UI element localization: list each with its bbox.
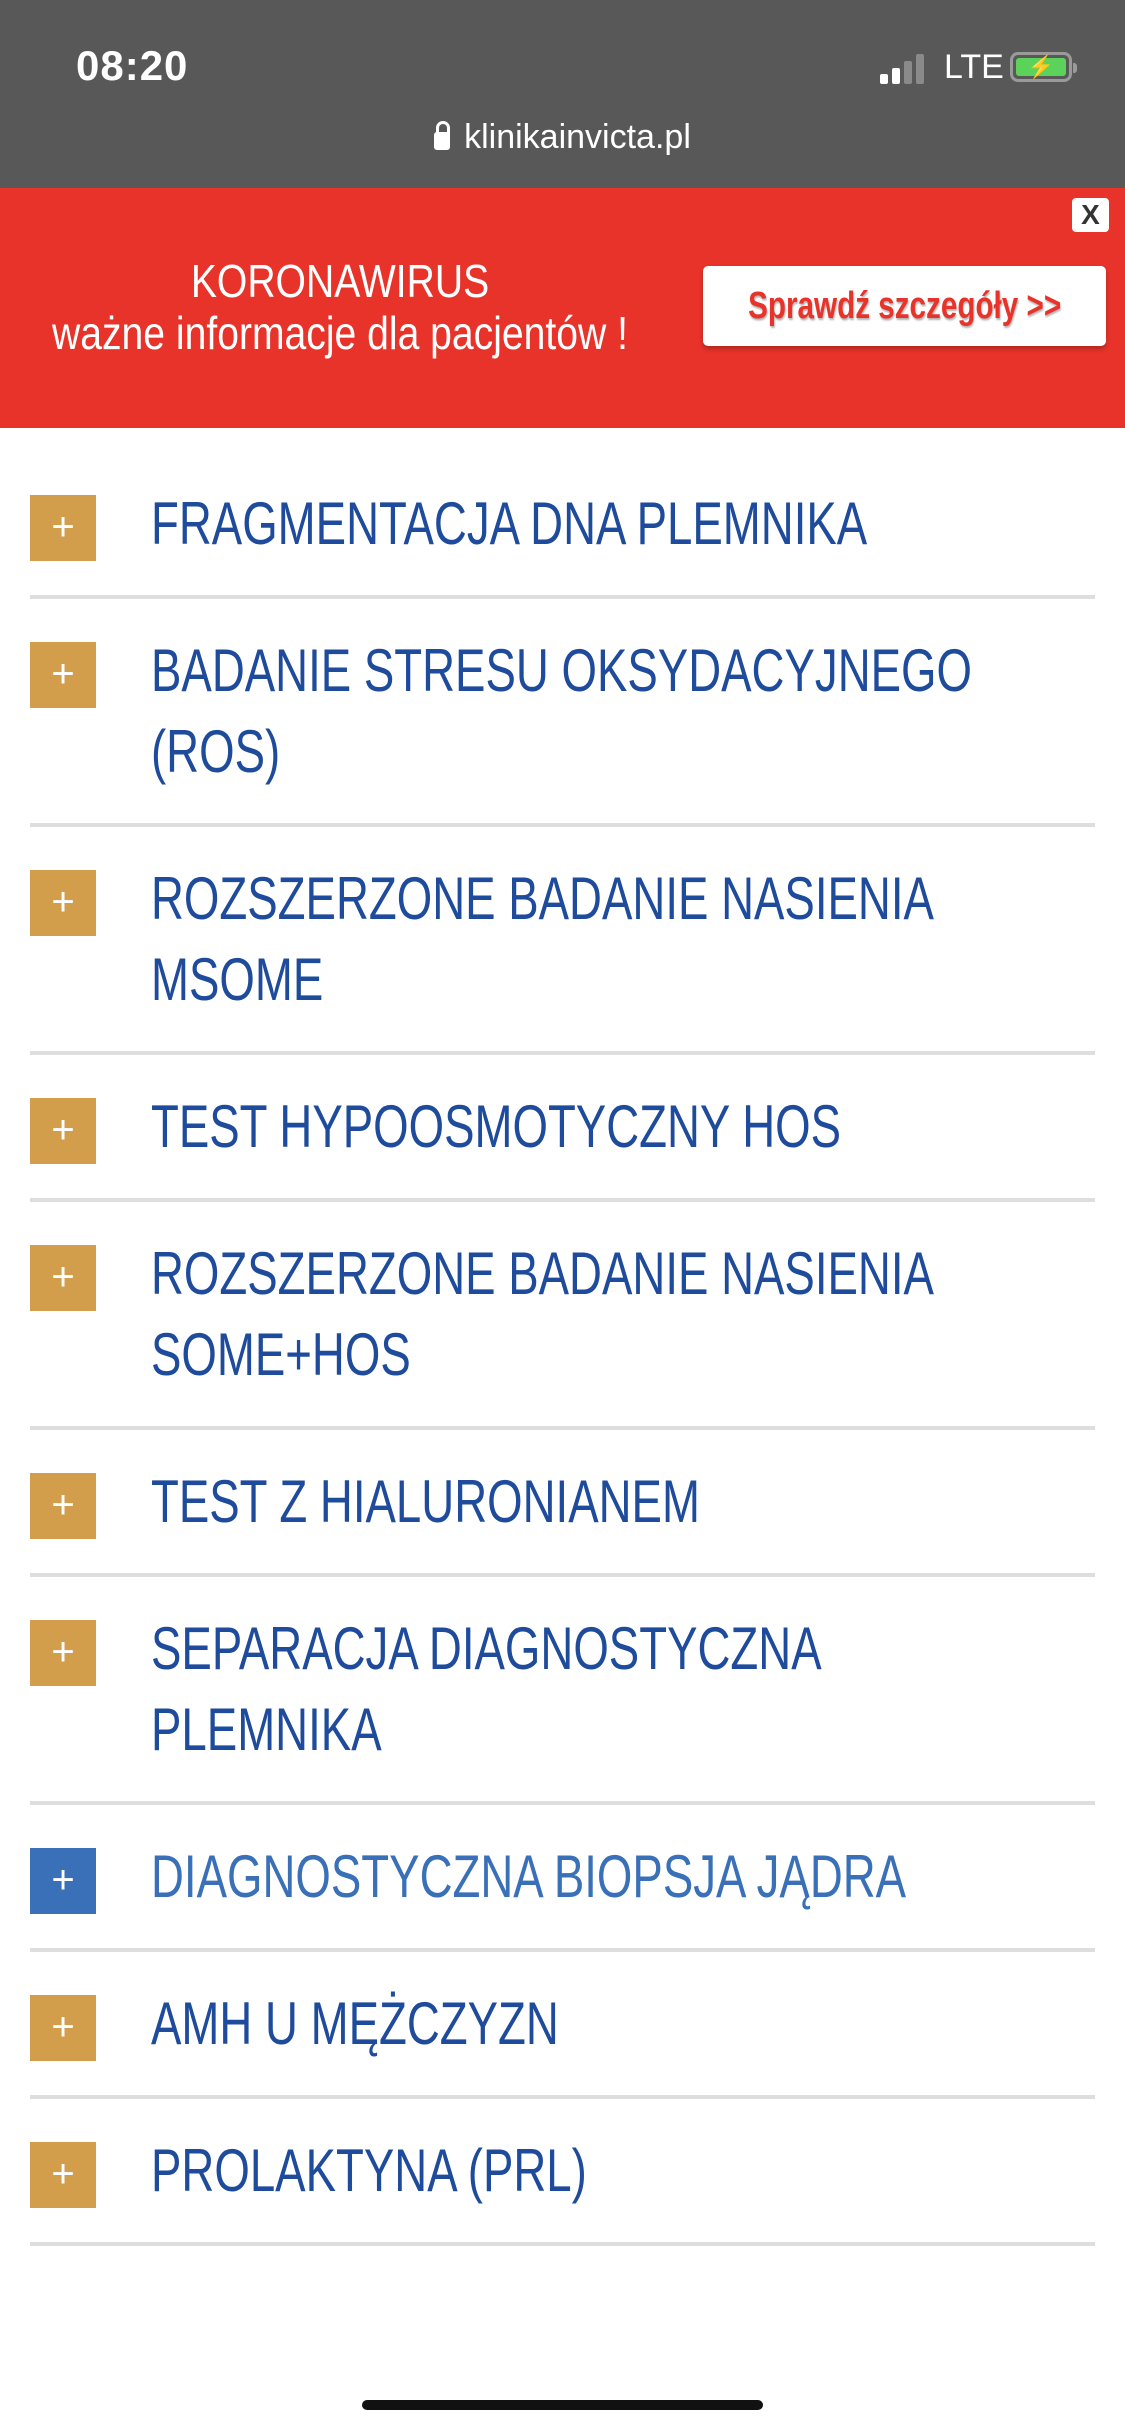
signal-icon bbox=[880, 52, 924, 84]
accordion-item[interactable]: + PROLAKTYNA (PRL) bbox=[30, 2099, 1095, 2246]
lock-icon bbox=[434, 121, 451, 150]
status-bar: 08:20 LTE ⚡ klinikainvicta.pl bbox=[0, 0, 1125, 188]
accordion-item-label[interactable]: PROLAKTYNA (PRL) bbox=[151, 2137, 587, 2204]
accordion-item[interactable]: + SEPARACJA DIAGNOSTYCZNA PLEMNIKA bbox=[30, 1577, 1095, 1805]
banner-title: KORONAWIRUS bbox=[190, 255, 490, 307]
url-text: klinikainvicta.pl bbox=[464, 118, 691, 156]
accordion-item-label[interactable]: ROZSZERZONE BADANIE NASIENIA MSOME bbox=[151, 865, 934, 1013]
plus-icon[interactable]: + bbox=[30, 1473, 96, 1539]
battery-charging-icon: ⚡ bbox=[1010, 52, 1077, 82]
plus-icon[interactable]: + bbox=[30, 1848, 96, 1914]
accordion-item-label[interactable]: SEPARACJA DIAGNOSTYCZNA PLEMNIKA bbox=[151, 1615, 822, 1763]
accordion-item-label[interactable]: DIAGNOSTYCZNA BIOPSJA JĄDRA bbox=[151, 1843, 907, 1910]
accordion-item-label[interactable]: ROZSZERZONE BADANIE NASIENIA SOME+HOS bbox=[151, 1240, 934, 1388]
plus-icon[interactable]: + bbox=[30, 1995, 96, 2061]
plus-icon[interactable]: + bbox=[30, 642, 96, 708]
home-indicator[interactable] bbox=[362, 2400, 763, 2410]
accordion-item[interactable]: + FRAGMENTACJA DNA PLEMNIKA bbox=[30, 454, 1095, 599]
accordion-item[interactable]: + ROZSZERZONE BADANIE NASIENIA MSOME bbox=[30, 827, 1095, 1055]
accordion-item[interactable]: + DIAGNOSTYCZNA BIOPSJA JĄDRA bbox=[30, 1805, 1095, 1952]
plus-icon[interactable]: + bbox=[30, 1098, 96, 1164]
check-details-button[interactable]: Sprawdź szczegóły >> bbox=[703, 266, 1106, 346]
banner-subtitle: ważne informacje dla pacjentów ! bbox=[52, 307, 628, 359]
plus-icon[interactable]: + bbox=[30, 1245, 96, 1311]
network-type: LTE bbox=[944, 48, 1004, 86]
accordion-item-label[interactable]: TEST Z HIALURONIANEM bbox=[151, 1468, 700, 1535]
close-banner-button[interactable]: X bbox=[1072, 198, 1109, 232]
covid-banner: X KORONAWIRUS ważne informacje dla pacje… bbox=[0, 188, 1125, 428]
accordion-item[interactable]: + TEST Z HIALURONIANEM bbox=[30, 1430, 1095, 1577]
accordion-item[interactable]: + TEST HYPOOSMOTYCZNY HOS bbox=[30, 1055, 1095, 1202]
accordion-item[interactable]: + BADANIE STRESU OKSYDACYJNEGO (ROS) bbox=[30, 599, 1095, 827]
accordion-list: + FRAGMENTACJA DNA PLEMNIKA + BADANIE STRES… bbox=[30, 454, 1095, 2246]
clock: 08:20 bbox=[76, 42, 189, 89]
plus-icon[interactable]: + bbox=[30, 495, 96, 561]
accordion-item-label[interactable]: AMH U MĘŻCZYZN bbox=[151, 1990, 559, 2057]
accordion-item-label[interactable]: FRAGMENTACJA DNA PLEMNIKA bbox=[151, 490, 868, 557]
plus-icon[interactable]: + bbox=[30, 2142, 96, 2208]
plus-icon[interactable]: + bbox=[30, 1620, 96, 1686]
plus-icon[interactable]: + bbox=[30, 870, 96, 936]
accordion-item-label[interactable]: BADANIE STRESU OKSYDACYJNEGO (ROS) bbox=[151, 637, 972, 785]
accordion-item-label[interactable]: TEST HYPOOSMOTYCZNY HOS bbox=[151, 1093, 842, 1160]
accordion-item[interactable]: + AMH U MĘŻCZYZN bbox=[30, 1952, 1095, 2099]
accordion-item[interactable]: + ROZSZERZONE BADANIE NASIENIA SOME+HOS bbox=[30, 1202, 1095, 1430]
check-details-label: Sprawdź szczegóły >> bbox=[747, 285, 1061, 327]
address-bar[interactable]: klinikainvicta.pl bbox=[0, 118, 1125, 157]
